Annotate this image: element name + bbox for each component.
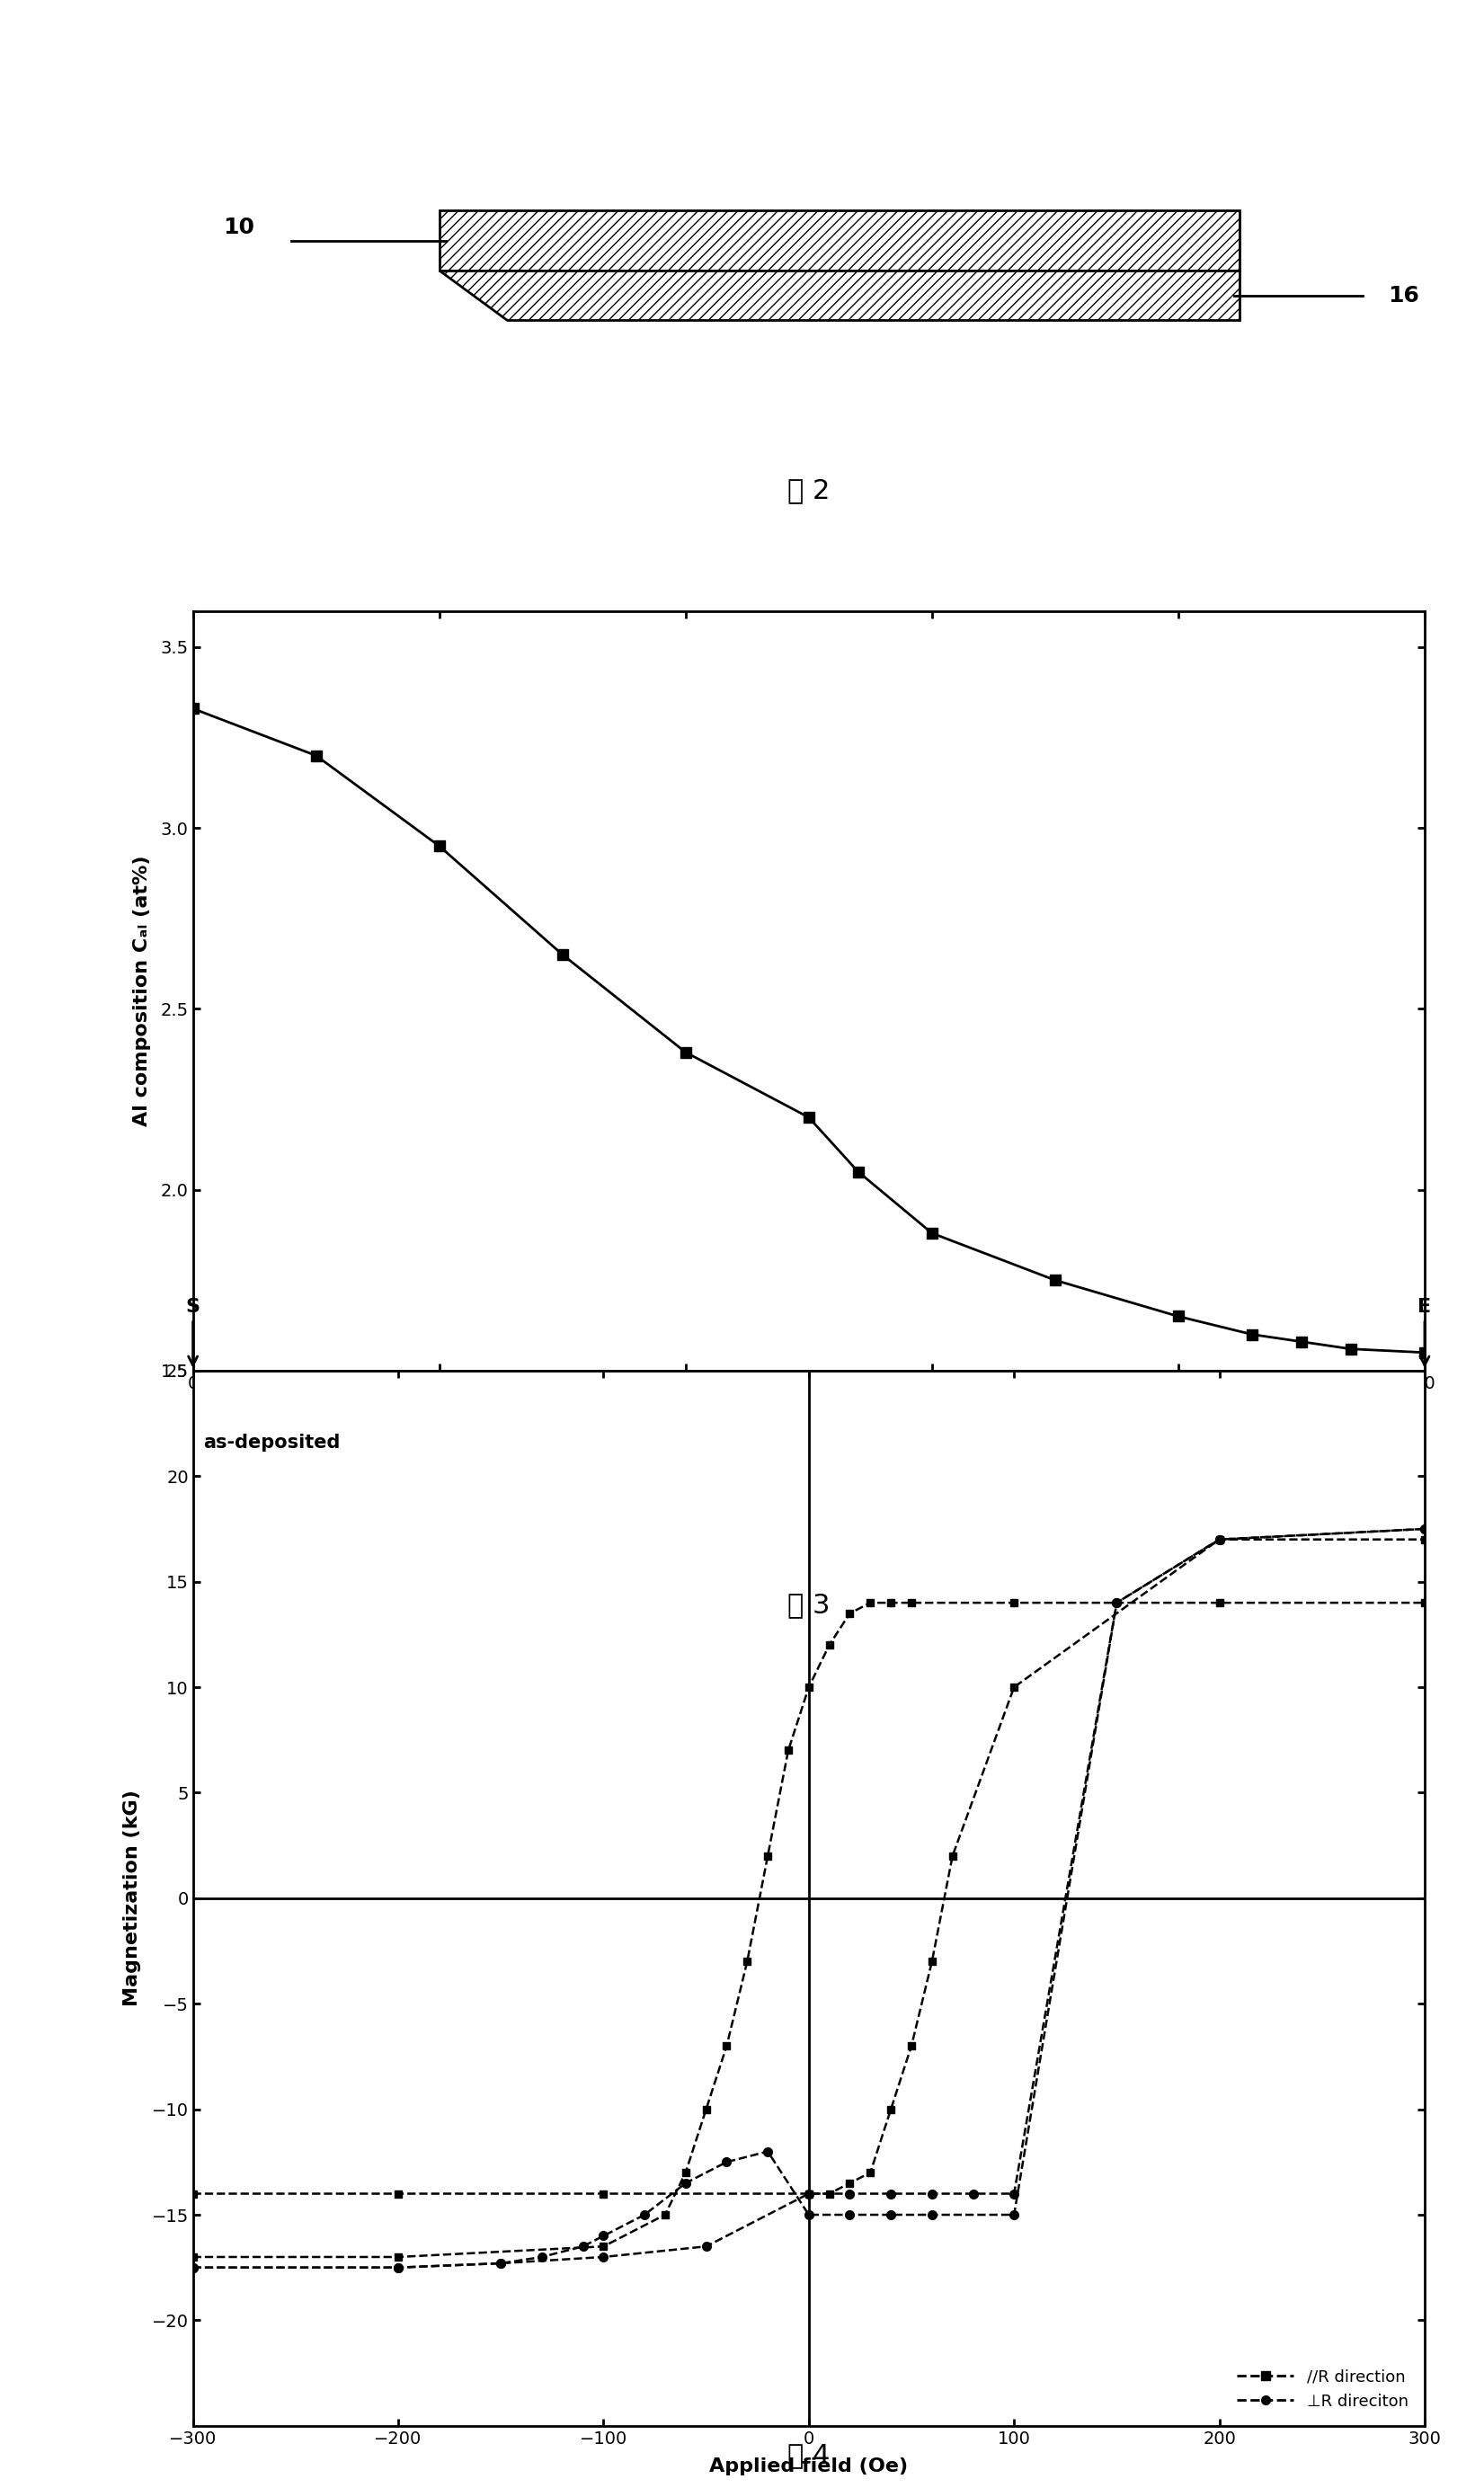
//R direction (1416, 1587, 1434, 1617)
//R direction (841, 1597, 859, 1627)
//R direction (758, 1841, 776, 1871)
⊥R direciton (758, 2137, 776, 2167)
⊥R direciton (1107, 1587, 1125, 1617)
//R direction (738, 1946, 755, 1975)
⊥R direciton (184, 2252, 202, 2281)
//R direction (656, 2199, 674, 2229)
⊥R direciton (595, 2222, 613, 2252)
Text: 图 2: 图 2 (788, 478, 830, 503)
Text: 16: 16 (1388, 284, 1419, 306)
Text: 图 4: 图 4 (788, 2443, 830, 2468)
Text: S: S (186, 1299, 200, 1366)
//R direction (184, 2242, 202, 2272)
Text: 图 3: 图 3 (788, 1592, 830, 1617)
//R direction (697, 2095, 715, 2125)
⊥R direciton (1005, 2199, 1022, 2229)
⊥R direciton (677, 2167, 695, 2197)
//R direction (779, 1737, 797, 1766)
⊥R direciton (574, 2232, 592, 2262)
//R direction (1005, 1587, 1022, 1617)
⊥R direciton (389, 2252, 407, 2281)
⊥R direciton (1416, 1515, 1434, 1545)
⊥R direciton (1211, 1525, 1229, 1555)
⊥R direciton (718, 2147, 736, 2177)
⊥R direciton (491, 2249, 510, 2279)
//R direction (821, 1630, 838, 1659)
⊥R direciton (841, 2199, 859, 2229)
//R direction (718, 2030, 736, 2060)
Text: 10: 10 (223, 216, 255, 239)
Polygon shape (439, 271, 1239, 321)
⊥R direciton (533, 2242, 551, 2272)
⊥R direciton (635, 2199, 653, 2229)
//R direction (1211, 1587, 1229, 1617)
Bar (439, 211, 1239, 271)
Legend: //R direction, ⊥R direciton: //R direction, ⊥R direciton (1229, 2361, 1417, 2418)
Y-axis label: Al composition Cₐₗ (at%): Al composition Cₐₗ (at%) (132, 856, 150, 1127)
Line: ⊥R direciton: ⊥R direciton (188, 1525, 1429, 2272)
Bar (439, 211, 1239, 271)
//R direction (881, 1587, 899, 1617)
⊥R direciton (800, 2199, 818, 2229)
Y-axis label: Magnetization (kG): Magnetization (kG) (123, 1789, 141, 2005)
X-axis label: Sample position d (mm): Sample position d (mm) (674, 1403, 944, 1421)
Text: as-deposited: as-deposited (203, 1433, 340, 1453)
X-axis label: Applied field (Oe): Applied field (Oe) (709, 2458, 908, 2476)
//R direction (677, 2157, 695, 2187)
⊥R direciton (923, 2199, 941, 2229)
//R direction (800, 1672, 818, 1702)
Line: //R direction: //R direction (188, 1600, 1429, 2262)
//R direction (861, 1587, 879, 1617)
//R direction (389, 2242, 407, 2272)
//R direction (595, 2232, 613, 2262)
⊥R direciton (881, 2199, 899, 2229)
Text: E: E (1417, 1299, 1432, 1366)
//R direction (902, 1587, 920, 1617)
